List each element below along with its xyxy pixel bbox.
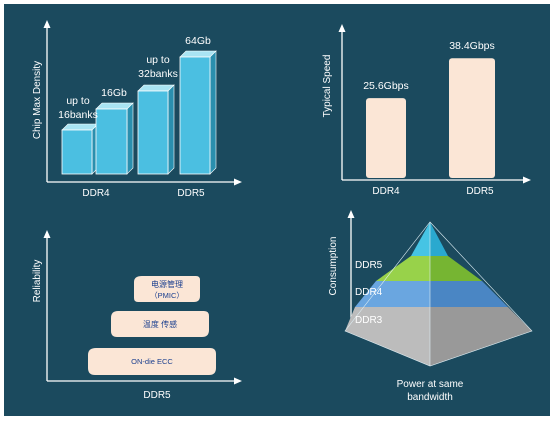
density-x-arrow — [234, 178, 242, 186]
density-bar-3-side — [167, 84, 175, 175]
pyramid-layer-ddr5-right — [430, 256, 482, 281]
reliability-xlabel: DDR5 — [143, 390, 171, 401]
consumption-caption-line2: bandwidth — [407, 392, 453, 403]
pyramid-layer-ddr4-right — [430, 281, 508, 307]
density-bar-2-side — [126, 102, 134, 175]
pyramid-label-ddr3: DDR3 — [355, 315, 383, 326]
density-bar-4-annotation: 64Gb — [185, 35, 211, 47]
pill-temperature-shape — [111, 311, 209, 337]
pill-pmic: 电源管理 （PMIC） — [134, 276, 200, 302]
density-ylabel: Chip Max Density — [32, 61, 43, 139]
speed-value-label-ddr4: 25.6Gbps — [363, 80, 409, 92]
density-bar-1-annotation-line1: up to — [66, 95, 90, 107]
speed-category-ddr4: DDR4 — [372, 186, 400, 197]
speed-bars: 25.6Gbps 38.4Gbps — [363, 40, 495, 178]
consumption-ylabel: Consumption — [328, 237, 339, 296]
speed-bar-ddr5 — [449, 58, 495, 178]
density-bar-4 — [179, 50, 217, 175]
consumption-y-arrow — [347, 210, 355, 218]
pill-pmic-shape — [134, 276, 200, 302]
density-bar-4-front — [179, 56, 211, 175]
reliability-y-arrow — [43, 230, 51, 238]
density-y-arrow — [43, 20, 51, 28]
pyramid-layer-ddr3-left — [345, 307, 430, 366]
pyramid — [344, 221, 533, 367]
speed-ylabel: Typical Speed — [322, 55, 333, 118]
pyramid-top-left — [411, 222, 430, 256]
speed-x-arrow — [523, 176, 531, 184]
pyramid-top-right — [430, 222, 448, 256]
pyramid-layer-ddr5-left — [376, 256, 430, 281]
reliability-panel: Reliability 电源管理 （PMIC） 温度 传感 ON-die ECC… — [32, 230, 242, 401]
speed-category-ddr5: DDR5 — [466, 186, 494, 197]
density-bar-3 — [137, 84, 175, 175]
pyramid-layer-ddr3-right — [430, 307, 532, 366]
density-bar-4-side — [209, 50, 217, 175]
density-category-ddr5: DDR5 — [177, 188, 205, 199]
pill-ecc: ON-die ECC — [88, 348, 216, 375]
pill-ecc-text: ON-die ECC — [131, 357, 173, 366]
reliability-ylabel: Reliability — [32, 260, 43, 303]
pyramid-label-ddr4: DDR4 — [355, 287, 383, 298]
pill-pmic-line1: 电源管理 — [151, 279, 183, 289]
speed-bar-ddr4 — [366, 98, 406, 178]
density-bar-2-front — [95, 108, 128, 175]
density-bar-3-annotation-line1: up to — [146, 54, 170, 66]
density-bar-3-annotation-line2: 32banks — [138, 68, 178, 80]
pill-temperature: 温度 传感 — [111, 311, 209, 337]
pill-ecc-shape — [88, 348, 216, 375]
density-category-ddr4: DDR4 — [82, 188, 110, 199]
speed-value-label-ddr5: 38.4Gbps — [449, 40, 495, 52]
speed-panel: Typical Speed 25.6Gbps 38.4Gbps DDR4 DDR5 — [322, 24, 531, 197]
density-panel: Chip Max Density up to 16banks 16Gb up — [32, 20, 242, 199]
density-bar-3-front — [137, 90, 169, 175]
consumption-caption-line1: Power at same — [397, 379, 464, 390]
density-bar-2-annotation: 16Gb — [101, 87, 127, 99]
density-bar-1-annotation-line2: 16banks — [58, 109, 98, 121]
pill-pmic-line2: （PMIC） — [150, 291, 184, 300]
pyramid-layer-ddr4-left — [355, 281, 430, 307]
reliability-x-arrow — [234, 377, 242, 385]
density-bar-2 — [95, 102, 134, 175]
density-bar-1 — [61, 123, 99, 175]
speed-y-arrow — [338, 24, 346, 32]
density-bar-1-front — [61, 129, 93, 175]
pyramid-label-ddr5: DDR5 — [355, 260, 383, 271]
density-bar-2-top — [95, 102, 134, 110]
consumption-panel: Consumption DDR5 DDR4 DDR3 Power at same… — [328, 210, 533, 403]
pill-temperature-text: 温度 传感 — [143, 319, 177, 329]
